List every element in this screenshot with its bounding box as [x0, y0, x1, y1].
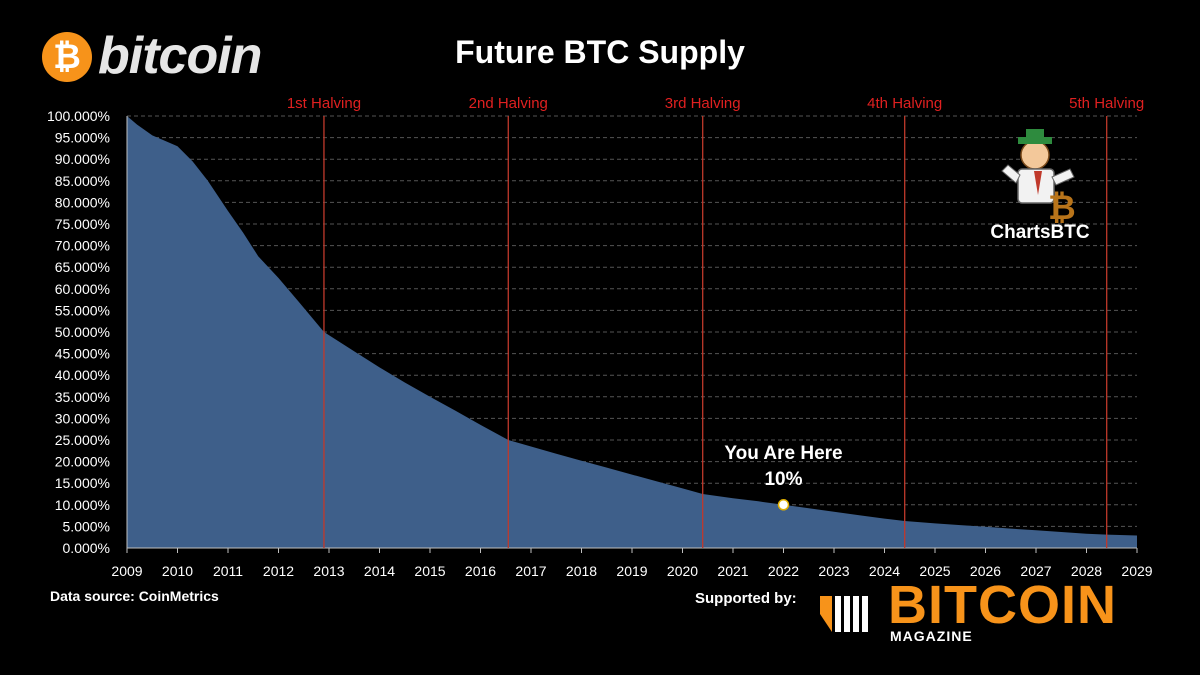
x-tick-label: 2012	[263, 563, 294, 579]
x-tick-label: 2009	[111, 563, 142, 579]
x-tick-label: 2016	[465, 563, 496, 579]
chartsbtc-mascot-icon: ₿	[1001, 129, 1076, 225]
y-tick-label: 40.000%	[55, 367, 110, 383]
data-source-note: Data source: CoinMetrics	[50, 588, 219, 604]
chart-title: Future BTC Supply	[455, 34, 745, 70]
y-tick-label: 10.000%	[55, 497, 110, 513]
bitcoin-logo: ₿ bitcoin	[42, 27, 282, 88]
y-tick-label: 5.000%	[63, 518, 110, 534]
y-tick-label: 80.000%	[55, 194, 110, 210]
bitcoin-coin-icon: ₿	[42, 32, 92, 82]
annotation-value: 10%	[764, 469, 802, 490]
halving-label: 1st Halving	[287, 95, 361, 112]
supported-by-label: Supported by:	[695, 590, 797, 607]
bitcoin-magazine-subtitle: MAGAZINE	[890, 628, 973, 644]
bitcoin-magazine-logo: BITCOIN MAGAZINE	[818, 575, 1148, 650]
x-tick-label: 2027	[1020, 563, 1051, 579]
bitcoin-magazine-wordmark: BITCOIN	[888, 575, 1117, 635]
y-tick-label: 100.000%	[47, 108, 110, 124]
x-tick-label: 2015	[414, 563, 445, 579]
y-tick-label: 65.000%	[55, 259, 110, 275]
y-tick-label: 35.000%	[55, 389, 110, 405]
y-tick-label: 15.000%	[55, 475, 110, 491]
y-tick-label: 85.000%	[55, 173, 110, 189]
halving-label: 2nd Halving	[469, 95, 548, 112]
y-tick-label: 0.000%	[63, 540, 110, 556]
y-tick-label: 45.000%	[55, 346, 110, 362]
x-tick-label: 2028	[1071, 563, 1102, 579]
x-tick-label: 2026	[970, 563, 1001, 579]
x-tick-label: 2025	[919, 563, 950, 579]
y-tick-label: 20.000%	[55, 454, 110, 470]
x-tick-label: 2014	[364, 563, 395, 579]
x-tick-label: 2022	[768, 563, 799, 579]
y-tick-label: 50.000%	[55, 324, 110, 340]
svg-text:₿: ₿	[1048, 189, 1076, 225]
y-tick-label: 70.000%	[55, 238, 110, 254]
x-tick-label: 2024	[869, 563, 900, 579]
x-tick-label: 2029	[1121, 563, 1152, 579]
annotation-label: You Are Here	[724, 443, 842, 464]
y-tick-label: 60.000%	[55, 281, 110, 297]
x-tick-label: 2020	[667, 563, 698, 579]
supply-area	[127, 116, 1137, 548]
chartsbtc-label: ChartsBTC	[990, 222, 1090, 243]
x-tick-label: 2023	[818, 563, 849, 579]
bitcoin-logo-text: bitcoin	[98, 27, 262, 85]
x-tick-label: 2011	[213, 563, 243, 579]
halving-label: 4th Halving	[867, 95, 942, 112]
you-are-here-marker	[777, 499, 790, 511]
x-tick-label: 2013	[313, 563, 344, 579]
y-tick-label: 55.000%	[55, 302, 110, 318]
y-tick-label: 90.000%	[55, 151, 110, 167]
halving-label: 5th Halving	[1069, 95, 1144, 112]
y-tick-label: 30.000%	[55, 410, 110, 426]
y-tick-label: 75.000%	[55, 216, 110, 232]
x-tick-label: 2018	[566, 563, 597, 579]
halving-label: 3rd Halving	[665, 95, 741, 112]
x-tick-label: 2019	[616, 563, 647, 579]
y-tick-label: 95.000%	[55, 130, 110, 146]
x-tick-label: 2021	[717, 563, 748, 579]
bitcoin-magazine-icon	[820, 596, 868, 632]
y-tick-label: 25.000%	[55, 432, 110, 448]
x-tick-label: 2017	[515, 563, 546, 579]
x-tick-label: 2010	[162, 563, 193, 579]
